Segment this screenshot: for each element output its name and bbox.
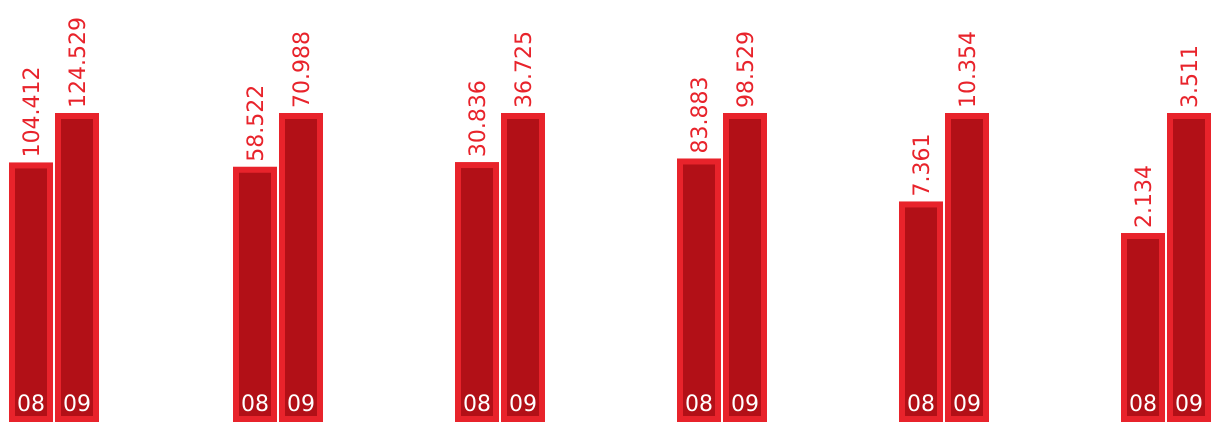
bar-6-09 (1167, 113, 1211, 422)
bar-group-6: 2.134 08 3.511 09 (1121, 45, 1211, 422)
bar-5-09 (945, 113, 989, 422)
bar-3-08 (455, 162, 499, 422)
bar-group-2: 58.522 08 70.988 09 (233, 31, 323, 422)
bar-4-08 (677, 158, 721, 422)
value-label-4-08: 83.883 (688, 77, 713, 154)
year-label-6-08: 08 (1129, 392, 1157, 417)
bar-3-09 (501, 113, 545, 422)
value-label-2-08: 58.522 (244, 85, 269, 162)
bar-group-3: 30.836 08 36.725 09 (455, 31, 545, 422)
year-label-5-09: 09 (953, 392, 981, 417)
value-label-1-08: 104.412 (20, 66, 45, 157)
bar-2-09 (279, 113, 323, 422)
bar-5-08 (899, 201, 943, 422)
year-label-4-08: 08 (685, 392, 713, 417)
year-label-4-09: 09 (731, 392, 759, 417)
bar-4-09 (723, 113, 767, 422)
value-label-6-09: 3.511 (1178, 45, 1203, 108)
bar-group-4: 83.883 08 98.529 09 (677, 31, 767, 422)
year-label-1-09: 09 (63, 392, 91, 417)
bar-1-08 (9, 162, 53, 422)
value-label-4-09: 98.529 (734, 31, 759, 108)
year-label-5-08: 08 (907, 392, 935, 417)
value-label-3-09: 36.725 (512, 31, 537, 108)
bar-1-09 (55, 113, 99, 422)
value-label-3-08: 30.836 (466, 80, 491, 157)
value-label-1-09: 124.529 (66, 17, 91, 108)
bar-group-1: 104.412 08 124.529 09 (9, 17, 99, 422)
year-label-1-08: 08 (17, 392, 45, 417)
bar-group-5: 7.361 08 10.354 09 (899, 31, 989, 422)
bar-2-08 (233, 166, 277, 422)
year-label-3-09: 09 (509, 392, 537, 417)
year-label-6-09: 09 (1175, 392, 1203, 417)
year-label-3-08: 08 (463, 392, 491, 417)
value-label-5-08: 7.361 (910, 133, 935, 196)
year-label-2-09: 09 (287, 392, 315, 417)
value-label-6-08: 2.134 (1132, 165, 1157, 228)
year-label-2-08: 08 (241, 392, 269, 417)
value-label-2-09: 70.988 (290, 31, 315, 108)
bar-6-08 (1121, 233, 1165, 422)
value-label-5-09: 10.354 (956, 31, 981, 108)
